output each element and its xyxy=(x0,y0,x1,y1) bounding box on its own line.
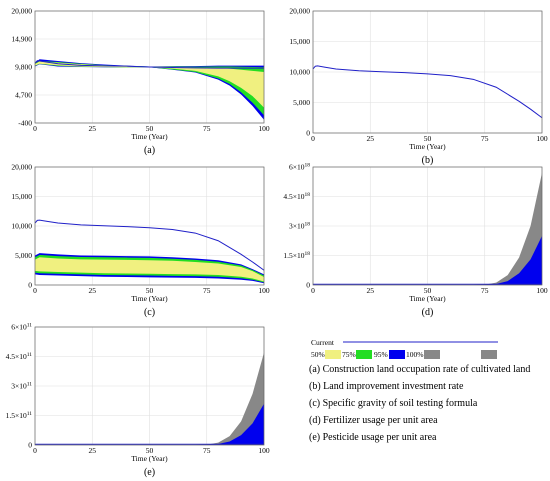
panel-caption: (a) xyxy=(144,145,155,156)
x-tick-label: 0 xyxy=(311,286,315,295)
x-tick-label: 25 xyxy=(367,286,375,295)
legend-item-label: 100% xyxy=(406,350,424,359)
series-current-b xyxy=(312,65,543,119)
band-75pct-a xyxy=(35,61,264,108)
chart-b: 0 25 50 75 100 0 5,000 10,000 15,000 20,000 Time (… xyxy=(289,7,548,167)
x-tick-label: 75 xyxy=(481,134,489,143)
y-tick-label: 20,000 xyxy=(11,163,32,172)
x-tick-label: 25 xyxy=(89,286,97,295)
description-item: (b) Land improvement investment rate xyxy=(309,381,464,392)
x-axis-label: Time (Year) xyxy=(409,294,446,303)
series-current-a xyxy=(34,60,264,69)
band-100pct-e xyxy=(35,403,264,445)
band-75pct-c xyxy=(35,257,264,282)
x-axis-label: Time (Year) xyxy=(409,142,446,151)
y-tick-label: 6×1018 xyxy=(289,163,310,172)
x-tick-label: 25 xyxy=(89,446,97,455)
chart-e: 0 25 50 75 100 0 1.5×1011 3×1011 4.5×1011 6×1011 T… xyxy=(6,323,270,479)
legend: Current 50% 75% 95% 100% xyxy=(311,338,498,359)
y-tick-label: 6×1011 xyxy=(11,323,32,332)
x-tick-label: 0 xyxy=(311,134,315,143)
legend-swatch xyxy=(389,350,405,359)
x-tick-label: 25 xyxy=(89,124,97,133)
x-tick-label: 100 xyxy=(258,124,270,133)
panel-caption: (b) xyxy=(422,155,434,166)
description-item: (e) Pesticide usage per unit area xyxy=(309,432,437,443)
y-tick-label: 20,000 xyxy=(11,7,32,16)
x-tick-label: 100 xyxy=(536,134,548,143)
chart-c: 0 25 50 75 100 0 5,000 10,000 15,000 20,000 Time (… xyxy=(11,163,270,319)
x-tick-label: 75 xyxy=(203,446,211,455)
panel-caption: (c) xyxy=(144,307,155,318)
y-tick-label: 10,000 xyxy=(289,68,310,77)
legend-item-label: 50% xyxy=(311,350,325,359)
y-tick-label: 1.5×1018 xyxy=(283,251,310,260)
legend-current-label: Current xyxy=(311,338,335,347)
band-100pct-d xyxy=(313,235,542,285)
plot-frame-b xyxy=(312,10,543,134)
plot-frame-d xyxy=(312,166,543,286)
panel-caption: (d) xyxy=(422,307,434,318)
y-tick-label: 15,000 xyxy=(289,37,310,46)
description-item: (d) Fertilizer usage per unit area xyxy=(309,415,438,426)
y-tick-label: 10,000 xyxy=(11,222,32,231)
y-tick-label: 14,900 xyxy=(11,35,32,44)
x-tick-label: 75 xyxy=(203,286,211,295)
x-tick-label: 50 xyxy=(424,134,432,143)
panel-descriptions: (a) Construction land occupation rate of… xyxy=(309,364,530,443)
plot-frame-a xyxy=(34,10,265,124)
plot-frame-e xyxy=(34,326,265,446)
y-tick-label: 20,000 xyxy=(289,7,310,16)
legend-item-label: 75% xyxy=(342,350,356,359)
x-axis-label: Time (Year) xyxy=(131,454,168,463)
chart-d: 0 25 50 75 100 0 1.5×1018 3×1018 4.5×1018 6×1018 T… xyxy=(283,163,547,319)
y-tick-label: 0 xyxy=(28,281,32,290)
x-tick-label: 50 xyxy=(424,286,432,295)
y-tick-label: -400 xyxy=(18,119,32,128)
legend-swatch xyxy=(356,350,372,359)
y-tick-label: 3×1011 xyxy=(11,382,32,391)
x-tick-label: 0 xyxy=(33,446,37,455)
y-tick-label: 0 xyxy=(306,129,310,138)
description-item: (a) Construction land occupation rate of… xyxy=(309,364,530,375)
legend-swatch-grey xyxy=(481,350,497,359)
x-axis-label: Time (Year) xyxy=(131,294,168,303)
legend-swatch xyxy=(325,350,341,359)
y-tick-label: 3×1018 xyxy=(289,222,310,231)
x-tick-label: 50 xyxy=(146,124,154,133)
y-tick-label: 5,000 xyxy=(15,251,32,260)
chart-a: 0 25 50 75 100 -400 4,700 9,800 14,900 20,000 Time… xyxy=(11,7,270,157)
x-tick-label: 0 xyxy=(33,286,37,295)
y-tick-label: 4.5×1011 xyxy=(6,352,33,361)
legend-swatch xyxy=(424,350,440,359)
y-tick-label: 0 xyxy=(306,281,310,290)
x-axis-label: Time (Year) xyxy=(131,132,168,141)
x-tick-label: 75 xyxy=(203,124,211,133)
legend-item-label: 95% xyxy=(374,350,388,359)
x-tick-label: 100 xyxy=(258,446,270,455)
y-tick-label: 15,000 xyxy=(11,192,32,201)
y-tick-label: 4,700 xyxy=(15,91,32,100)
x-tick-label: 100 xyxy=(536,286,548,295)
y-tick-label: 4.5×1018 xyxy=(283,192,310,201)
x-tick-label: 50 xyxy=(146,446,154,455)
x-tick-label: 25 xyxy=(367,134,375,143)
y-tick-label: 0 xyxy=(28,441,32,450)
band-95pct-a xyxy=(35,60,264,116)
y-tick-label: 5,000 xyxy=(293,98,310,107)
x-tick-label: 100 xyxy=(258,286,270,295)
x-tick-label: 75 xyxy=(481,286,489,295)
x-tick-label: 0 xyxy=(33,124,37,133)
series-current-c xyxy=(34,219,265,271)
description-item: (c) Specific gravity of soil testing for… xyxy=(309,398,478,409)
y-tick-label: 1.5×1011 xyxy=(6,411,33,420)
panel-caption: (e) xyxy=(144,467,155,478)
plot-frame-c xyxy=(34,166,265,286)
y-tick-label: 9,800 xyxy=(15,63,32,72)
x-tick-label: 50 xyxy=(146,286,154,295)
